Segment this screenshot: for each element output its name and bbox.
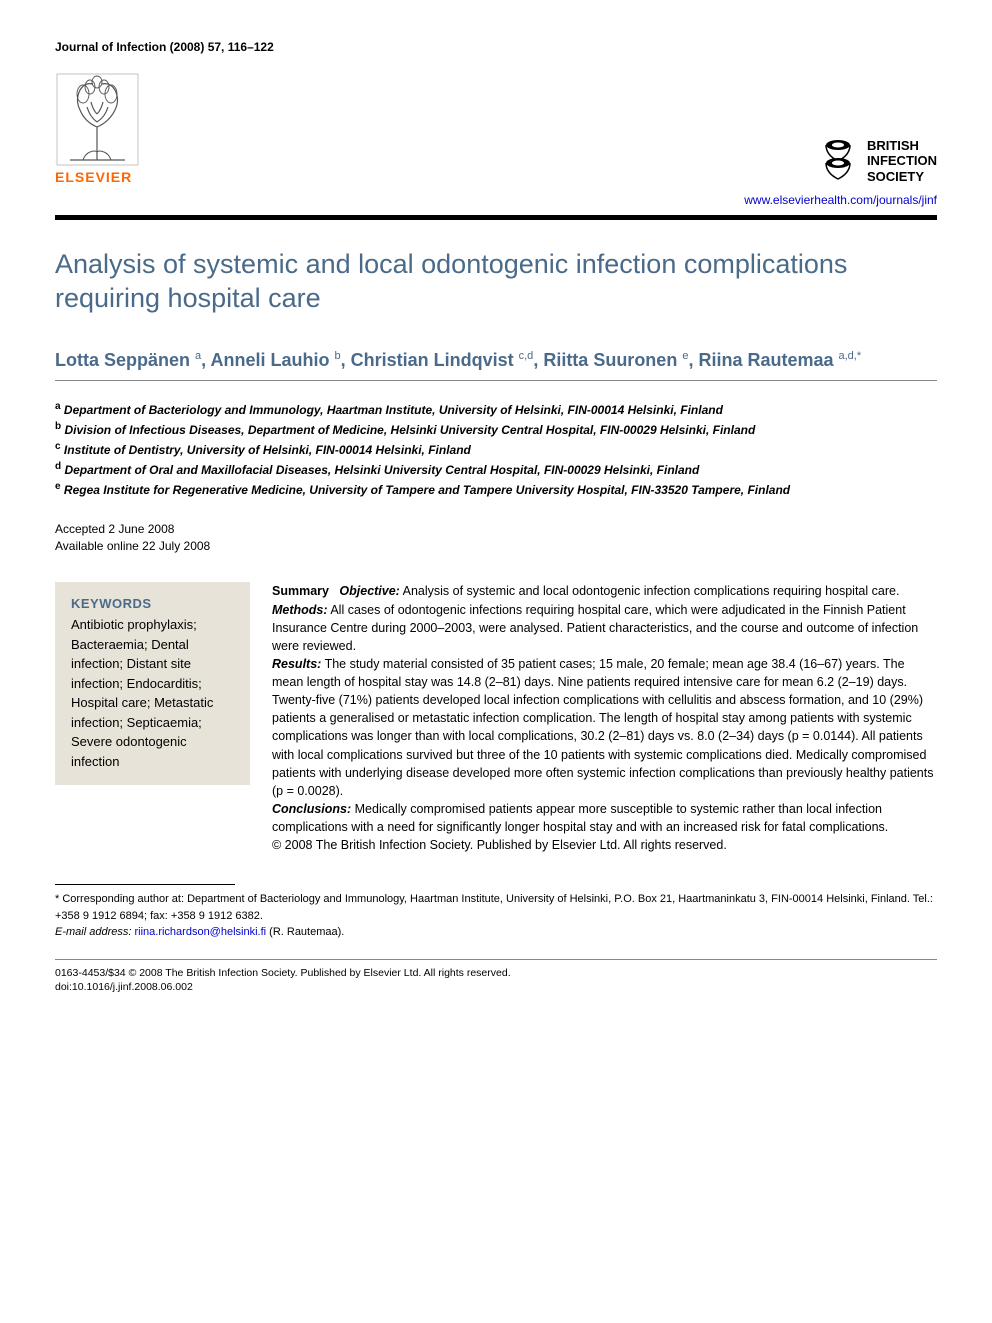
email-suffix: (R. Rautemaa). <box>266 926 344 938</box>
footer-line2: doi:10.1016/j.jinf.2008.06.002 <box>55 980 937 995</box>
accepted-date: Accepted 2 June 2008 <box>55 521 937 538</box>
email-line: E-mail address: riina.richardson@helsink… <box>55 924 937 941</box>
keywords-box: KEYWORDS Antibiotic prophylaxis; Bactera… <box>55 582 250 785</box>
keywords-heading: KEYWORDS <box>71 596 234 611</box>
online-date: Available online 22 July 2008 <box>55 538 937 555</box>
abstract-copyright: © 2008 The British Infection Society. Pu… <box>272 836 937 854</box>
corresponding-author: * Corresponding author at: Department of… <box>55 891 937 924</box>
affiliation-a: a Department of Bacteriology and Immunol… <box>55 399 937 419</box>
header-logos: ELSEVIER BRITISH INFECTION SOCIETY <box>55 72 937 185</box>
results-text: The study material consisted of 35 patie… <box>272 657 933 798</box>
bis-logo-icon <box>819 137 857 185</box>
methods-label: Methods: <box>272 603 328 617</box>
society-line3: SOCIETY <box>867 169 937 185</box>
authors-list: Lotta Seppänen a, Anneli Lauhio b, Chris… <box>55 348 937 372</box>
affiliation-d: d Department of Oral and Maxillofacial D… <box>55 459 937 479</box>
society-line2: INFECTION <box>867 153 937 169</box>
society-line1: BRITISH <box>867 138 937 154</box>
affiliation-c: c Institute of Dentistry, University of … <box>55 439 937 459</box>
email-address[interactable]: riina.richardson@helsinki.fi <box>134 926 266 938</box>
footnotes: * Corresponding author at: Department of… <box>55 891 937 941</box>
objective-text: Analysis of systemic and local odontogen… <box>400 584 900 598</box>
footnote-rule <box>55 884 235 885</box>
elsevier-wordmark: ELSEVIER <box>55 169 132 185</box>
society-name: BRITISH INFECTION SOCIETY <box>867 138 937 185</box>
email-label: E-mail address: <box>55 926 131 938</box>
affiliation-e: e Regea Institute for Regenerative Medic… <box>55 479 937 499</box>
affiliations: a Department of Bacteriology and Immunol… <box>55 399 937 499</box>
footer-line1: 0163-4453/$34 © 2008 The British Infecti… <box>55 966 937 981</box>
elsevier-tree-icon <box>55 72 140 167</box>
society-logo-block: BRITISH INFECTION SOCIETY <box>819 137 937 185</box>
elsevier-logo-block: ELSEVIER <box>55 72 140 185</box>
abstract-text: Summary Objective: Analysis of systemic … <box>272 582 937 854</box>
header-rule <box>55 215 937 220</box>
journal-citation: Journal of Infection (2008) 57, 116–122 <box>55 40 937 54</box>
summary-label: Summary <box>272 584 329 598</box>
affiliation-b: b Division of Infectious Diseases, Depar… <box>55 419 937 439</box>
publication-dates: Accepted 2 June 2008 Available online 22… <box>55 521 937 555</box>
abstract-block: KEYWORDS Antibiotic prophylaxis; Bactera… <box>55 582 937 854</box>
journal-url[interactable]: www.elsevierhealth.com/journals/jinf <box>55 193 937 207</box>
bottom-rule <box>55 959 937 960</box>
copyright-footer: 0163-4453/$34 © 2008 The British Infecti… <box>55 966 937 995</box>
results-label: Results: <box>272 657 321 671</box>
methods-text: All cases of odontogenic infections requ… <box>272 603 918 653</box>
conclusions-label: Conclusions: <box>272 802 351 816</box>
conclusions-text: Medically compromised patients appear mo… <box>272 802 888 834</box>
objective-label: Objective: <box>339 584 399 598</box>
article-title: Analysis of systemic and local odontogen… <box>55 248 937 316</box>
author-rule <box>55 380 937 381</box>
keywords-list: Antibiotic prophylaxis; Bacteraemia; Den… <box>71 615 234 771</box>
